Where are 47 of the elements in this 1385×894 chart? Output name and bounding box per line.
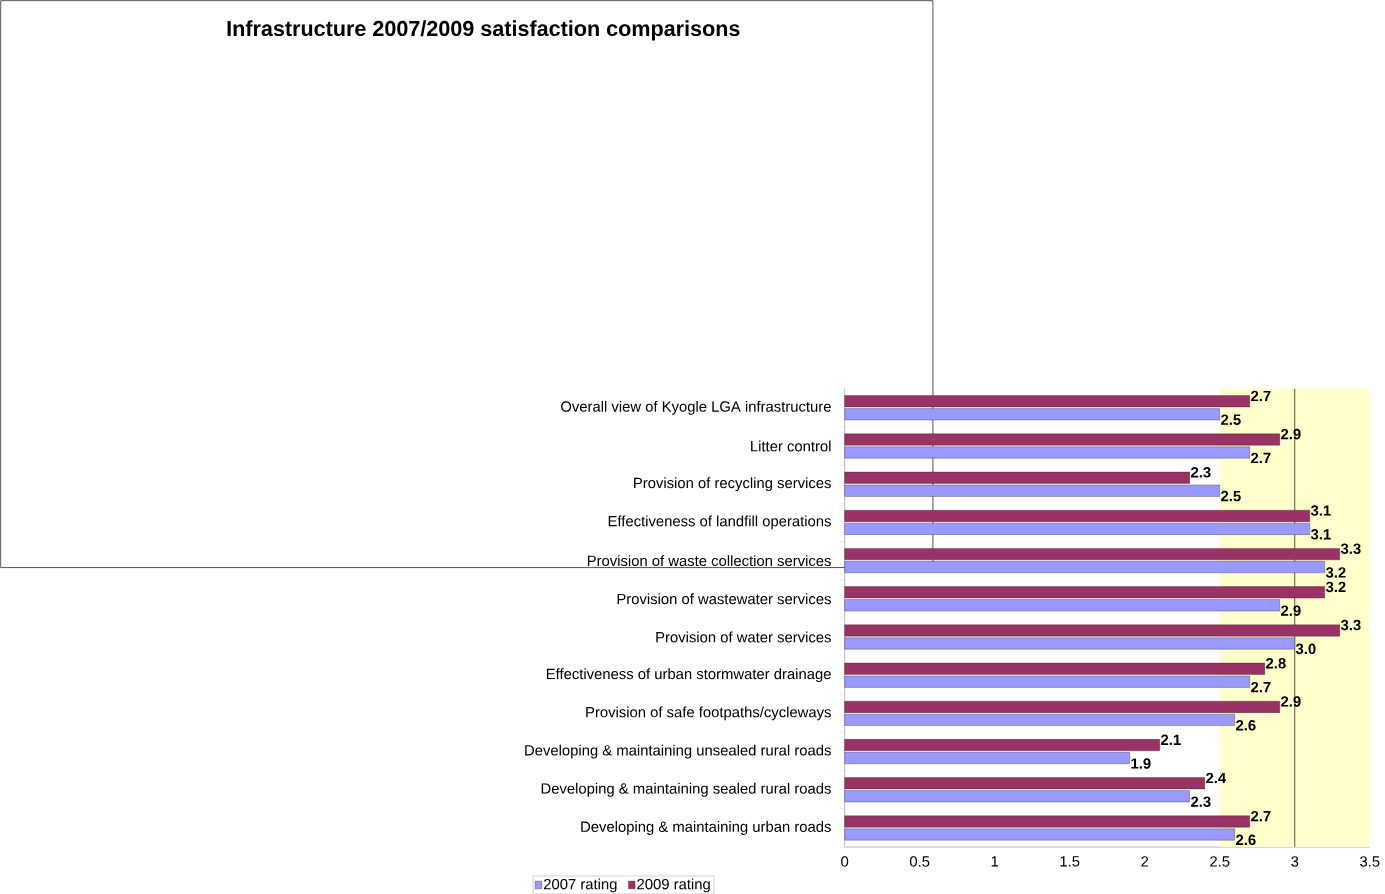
y-tick-label: Provision of water services [656,631,831,643]
data-label: 2.7 [1251,390,1271,401]
x-tick-label: 0.5 [909,856,930,867]
x-tick-label: 0 [841,856,849,867]
data-label: 2.7 [1251,810,1271,822]
data-label: 2.9 [1281,605,1301,616]
y-tick-label: Effectiveness of landfill operations [608,515,831,530]
data-label: 2.9 [1281,428,1301,440]
data-label: 3.1 [1310,505,1331,516]
y-tick-label: Provision of recycling services [634,477,831,491]
data-label: 2.9 [1281,696,1301,707]
data-label: 2.7 [1251,681,1271,693]
x-tick-label: 3 [1291,856,1299,867]
x-tick-label: 2.5 [1210,856,1230,867]
data-label: 1.9 [1131,758,1151,769]
y-tick-label: Effectiveness of urban stormwater drainage [546,668,831,682]
x-tick-label: 3.5 [1360,856,1380,867]
data-label: 3.1 [1310,528,1331,540]
data-label: 2.4 [1206,772,1227,783]
legend-label: 2007 rating [543,878,617,893]
data-label: 2.6 [1236,719,1256,731]
data-label: 2.6 [1236,834,1256,845]
data-label: 3.3 [1340,619,1361,631]
y-tick-label: Litter control [751,440,831,452]
data-label: 2.1 [1161,734,1181,745]
text: Infrastructure 2007/2009 satisfaction comparisons [227,20,740,41]
data-label: 3.3 [1340,543,1361,554]
data-label: 3.0 [1295,643,1316,655]
x-tick-label: 2 [1141,856,1149,867]
data-label: 2.5 [1221,414,1241,425]
x-tick-label: 1 [991,856,999,867]
data-label: 2.7 [1251,452,1271,463]
y-tick-label: Provision of safe footpaths/cycleways [586,706,831,721]
data-label: 2.3 [1191,796,1211,807]
y-tick-label: Developing & maintaining unsealed rural roads [525,744,831,759]
y-tick-label: Developing & maintaining urban roads [581,820,831,835]
data-label: 2.5 [1221,490,1241,502]
data-label: 2.8 [1266,657,1286,669]
y-tick-label: Provision of wastewater services [617,593,831,605]
data-label: 3.2 [1325,581,1346,593]
x-tick-label: 1.5 [1060,856,1080,867]
y-tick-label: Developing & maintaining sealed rural roads [541,782,831,797]
y-tick-label: Overall view of Kyogle LGA infrastructure [561,400,831,415]
y-tick-label: Provision of waste collection services [587,555,831,566]
data-label: 3.2 [1325,567,1346,578]
legend-label: 2009 rating [637,878,710,893]
data-label: 2.3 [1191,466,1211,478]
